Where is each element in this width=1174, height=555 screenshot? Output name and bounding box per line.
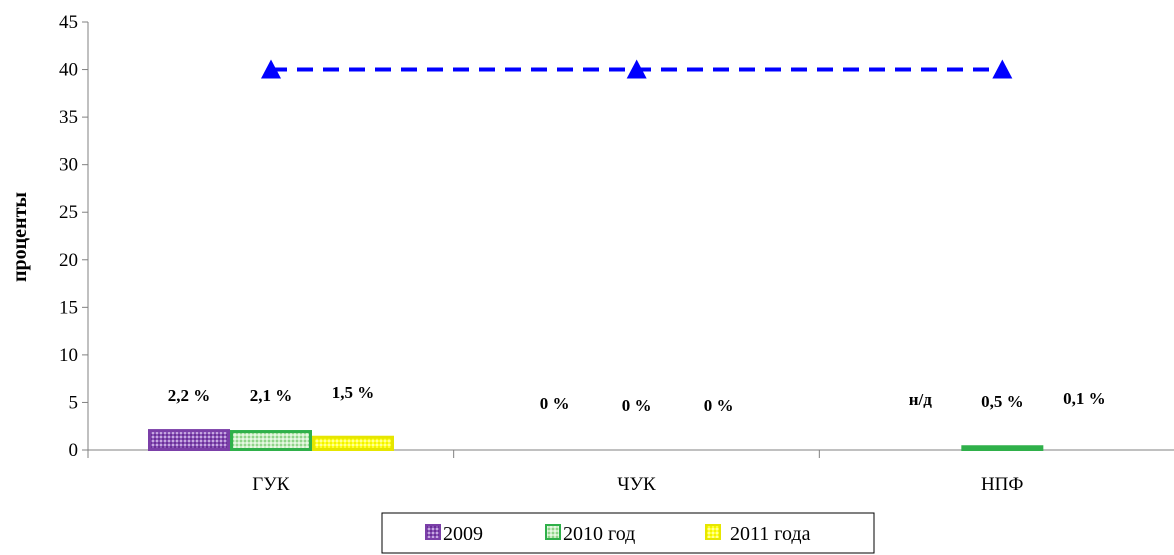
y-axis: 0 5 10 15 20 25 30 35 40 45 [59, 12, 89, 461]
line-point [261, 59, 281, 79]
x-tick-label: НПФ [981, 474, 1023, 495]
legend-swatch-2010 [545, 524, 561, 540]
data-labels: 2,2 % 0 % н/д 2,1 % 0 % 0,5 % 1,5 % 0 % 0,1 % [168, 383, 1106, 415]
x-tick-label: ЧУК [617, 474, 656, 495]
legend-label-2009: 2009 [443, 523, 483, 545]
bar [312, 435, 394, 452]
data-label: 0,5 % [981, 392, 1024, 411]
legend-label-2011: 2011 года [730, 523, 811, 545]
x-tick-label: ГУК [252, 474, 289, 495]
bar [230, 430, 312, 452]
x-axis: ГУК ЧУК НПФ [87, 449, 1174, 495]
data-label: 0,1 % [1063, 389, 1106, 408]
line-point [626, 59, 647, 79]
target-line-series [261, 59, 1013, 79]
legend-swatch-2009 [425, 524, 441, 540]
y-tick-label: 30 [59, 155, 78, 176]
bar [148, 429, 230, 452]
y-tick-label: 40 [59, 60, 78, 81]
y-tick-label: 20 [59, 250, 78, 271]
data-label: 2,2 % [168, 386, 211, 405]
legend-label-2010: 2010 год [563, 523, 635, 545]
y-tick-label: 15 [59, 297, 78, 318]
bars [148, 429, 1044, 452]
data-label: 0 % [704, 396, 734, 415]
data-label: н/д [909, 390, 933, 409]
y-axis-title: проценты [9, 192, 31, 282]
legend-swatch-2011 [705, 524, 721, 540]
y-tick-label: 0 [69, 440, 79, 461]
y-tick-label: 5 [69, 392, 79, 413]
legend-box [381, 512, 875, 554]
line-point [992, 59, 1013, 79]
y-tick-label: 10 [59, 345, 78, 366]
bar [961, 445, 1044, 452]
y-tick-label: 45 [59, 12, 78, 33]
data-label: 0 % [540, 394, 570, 413]
y-tick-label: 25 [59, 202, 78, 223]
data-label: 2,1 % [250, 386, 293, 405]
y-tick-label: 35 [59, 107, 78, 128]
legend: 2009 2010 год 2011 года [381, 512, 875, 554]
data-label: 1,5 % [332, 383, 375, 402]
data-label: 0 % [622, 396, 652, 415]
